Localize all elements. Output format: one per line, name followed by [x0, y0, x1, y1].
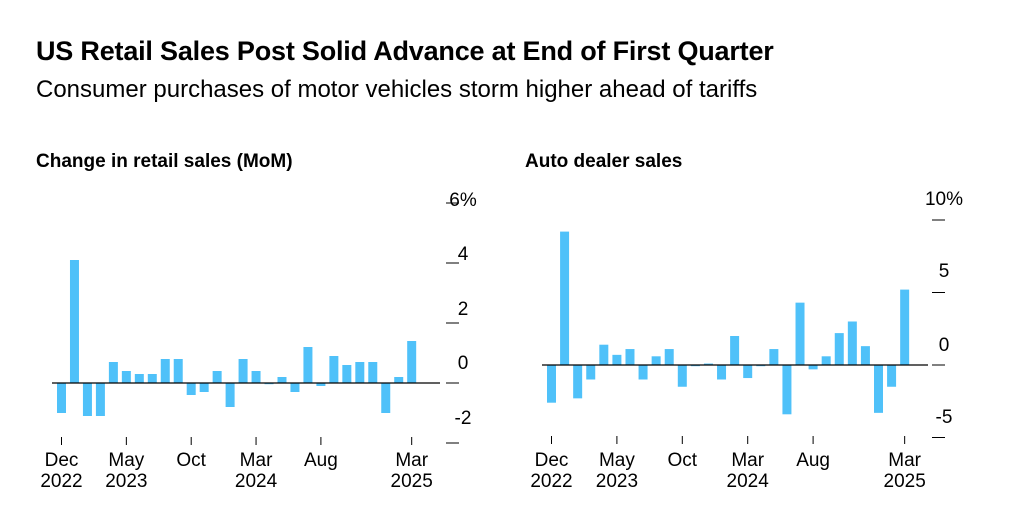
- y-tick-label: 0: [458, 353, 469, 374]
- chart-title: Change in retail sales (MoM): [36, 151, 293, 172]
- x-tick-label: Aug: [796, 450, 830, 471]
- x-tick-label: Mar: [240, 450, 273, 471]
- bar: [186, 383, 196, 395]
- bar: [560, 231, 570, 365]
- bar: [147, 374, 157, 383]
- bar: [821, 356, 831, 365]
- bar: [342, 365, 352, 383]
- bar: [874, 365, 883, 413]
- y-tick-label: 0: [939, 335, 950, 356]
- x-tick-label-year: 2024: [235, 471, 278, 492]
- bar: [599, 344, 609, 365]
- bar: [730, 336, 740, 365]
- bar: [277, 377, 287, 383]
- bar: [95, 383, 105, 416]
- bar: [160, 359, 170, 383]
- bar: [769, 349, 779, 365]
- x-tick-label-year: 2023: [596, 471, 638, 492]
- x-tick-label: Mar: [888, 450, 921, 471]
- x-tick-label: Oct: [668, 450, 698, 471]
- bar: [651, 356, 661, 365]
- bar: [717, 365, 727, 380]
- bar: [368, 362, 378, 383]
- x-tick-label: Oct: [176, 450, 206, 471]
- bar: [677, 365, 687, 387]
- bar: [860, 346, 870, 365]
- bar: [394, 377, 404, 383]
- bar: [795, 302, 805, 365]
- bar: [303, 347, 313, 383]
- x-tick-label: May: [108, 450, 144, 471]
- bar: [329, 356, 339, 383]
- bar: [625, 349, 635, 365]
- y-tick-label: -2: [455, 408, 472, 429]
- x-tick-label-year: 2025: [884, 471, 926, 492]
- bar: [134, 374, 144, 383]
- bar: [900, 289, 910, 365]
- x-tick-label: May: [599, 450, 635, 471]
- bar: [108, 362, 118, 383]
- bar: [664, 349, 674, 365]
- bar: [586, 365, 596, 380]
- x-tick-label: Dec: [535, 450, 569, 471]
- page-subtitle: Consumer purchases of motor vehicles sto…: [36, 76, 758, 103]
- bar: [69, 260, 79, 383]
- x-tick-label: Aug: [304, 450, 338, 471]
- bar: [238, 359, 248, 383]
- bar: [407, 341, 417, 383]
- bar: [199, 383, 209, 392]
- bar: [212, 371, 222, 383]
- bar: [251, 371, 261, 383]
- bar: [887, 365, 897, 387]
- bar: [638, 365, 648, 380]
- y-tick-label: -5: [936, 407, 953, 428]
- x-tick-label-year: 2023: [105, 471, 147, 492]
- chart-title: Auto dealer sales: [525, 151, 682, 172]
- x-tick-label-year: 2025: [391, 471, 433, 492]
- y-tick-label: 6%: [449, 190, 477, 211]
- bar: [573, 365, 583, 399]
- bar: [57, 383, 66, 413]
- x-tick-label-year: 2022: [40, 471, 82, 492]
- bar: [834, 333, 844, 365]
- bar: [355, 362, 365, 383]
- y-tick-label: 10%: [925, 189, 963, 210]
- x-tick-label: Mar: [395, 450, 428, 471]
- bar: [547, 365, 556, 403]
- bar: [316, 383, 326, 386]
- bar: [782, 365, 792, 415]
- bar: [847, 321, 857, 365]
- bar: [290, 383, 300, 392]
- y-tick-label: 4: [458, 244, 469, 265]
- x-tick-label-year: 2022: [530, 471, 572, 492]
- bar: [381, 383, 391, 413]
- y-tick-label: 5: [939, 261, 950, 282]
- bar: [173, 359, 183, 383]
- x-tick-label: Dec: [45, 450, 79, 471]
- bar: [743, 365, 753, 379]
- bar: [82, 383, 92, 416]
- x-tick-label-year: 2024: [727, 471, 770, 492]
- x-tick-label: Mar: [731, 450, 764, 471]
- bar: [121, 371, 131, 383]
- bar: [225, 383, 235, 407]
- bar: [808, 365, 818, 370]
- bar: [612, 354, 622, 365]
- y-tick-label: 2: [458, 299, 469, 320]
- page-title: US Retail Sales Post Solid Advance at En…: [36, 36, 774, 66]
- bar: [703, 363, 713, 365]
